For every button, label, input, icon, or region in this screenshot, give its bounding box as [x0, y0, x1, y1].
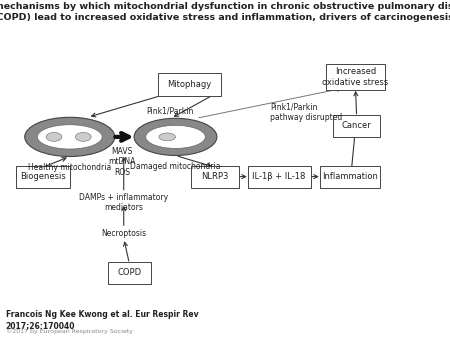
- Ellipse shape: [146, 125, 205, 148]
- Text: The mechanisms by which mitochondrial dysfunction in chronic obstructive pulmona: The mechanisms by which mitochondrial dy…: [0, 2, 450, 11]
- Text: MAVS
mtDNA
ROS: MAVS mtDNA ROS: [109, 147, 136, 177]
- Text: Inflammation: Inflammation: [322, 172, 378, 181]
- Text: Biogenesis: Biogenesis: [20, 172, 66, 181]
- Text: Necroptosis: Necroptosis: [101, 229, 146, 238]
- Text: NLRP3: NLRP3: [201, 172, 229, 181]
- Text: Pink1/Parkin: Pink1/Parkin: [146, 106, 194, 116]
- Text: DAMPs + inflammatory
mediators: DAMPs + inflammatory mediators: [79, 193, 168, 212]
- FancyBboxPatch shape: [158, 73, 220, 96]
- Ellipse shape: [46, 132, 62, 141]
- FancyBboxPatch shape: [108, 262, 151, 284]
- Text: Francois Ng Kee Kwong et al. Eur Respir Rev
2017;26:170040: Francois Ng Kee Kwong et al. Eur Respir …: [6, 310, 198, 330]
- Text: COPD: COPD: [117, 268, 141, 277]
- Text: ©2017 by European Respiratory Society: ©2017 by European Respiratory Society: [6, 329, 133, 334]
- FancyBboxPatch shape: [326, 64, 385, 90]
- FancyBboxPatch shape: [248, 166, 310, 188]
- Ellipse shape: [37, 125, 102, 149]
- Ellipse shape: [25, 117, 115, 156]
- Text: Healthy mitochondria: Healthy mitochondria: [28, 163, 112, 172]
- Ellipse shape: [76, 132, 91, 141]
- FancyBboxPatch shape: [191, 166, 238, 188]
- FancyBboxPatch shape: [16, 166, 70, 188]
- Text: (COPD) lead to increased oxidative stress and inflammation, drivers of carcinoge: (COPD) lead to increased oxidative stres…: [0, 13, 450, 22]
- Text: Pink1/Parkin
pathway disrupted: Pink1/Parkin pathway disrupted: [270, 102, 342, 122]
- Text: IL-1β + IL-18: IL-1β + IL-18: [252, 172, 306, 181]
- Ellipse shape: [134, 118, 217, 155]
- Text: Mitophagy: Mitophagy: [167, 80, 211, 89]
- FancyBboxPatch shape: [333, 115, 380, 137]
- Text: Cancer: Cancer: [342, 121, 372, 130]
- Ellipse shape: [159, 133, 176, 141]
- Text: Damaged mitochondria: Damaged mitochondria: [130, 162, 221, 171]
- Text: Increased
oxidative stress: Increased oxidative stress: [322, 67, 389, 87]
- FancyBboxPatch shape: [320, 166, 380, 188]
